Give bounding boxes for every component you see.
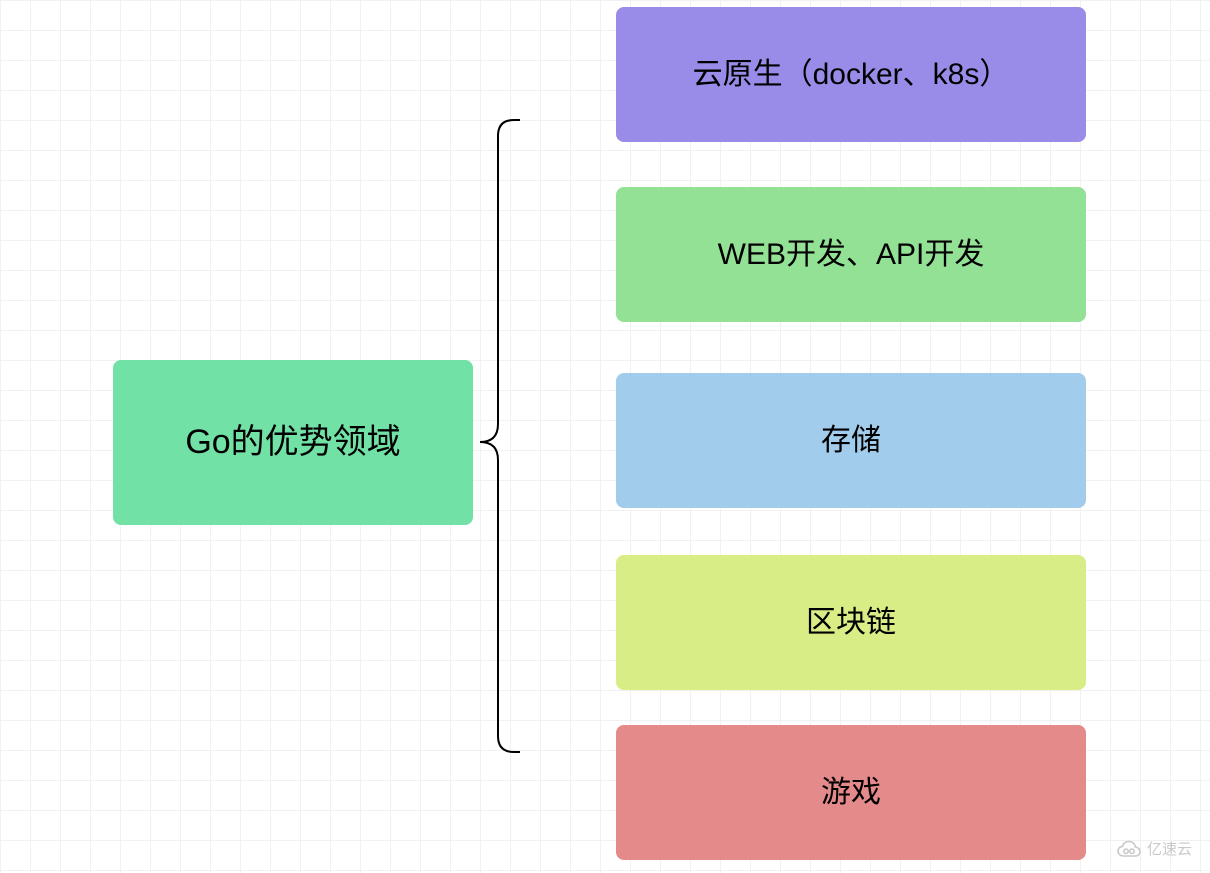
root-node: Go的优势领域 [113, 360, 473, 525]
watermark: 亿速云 [1117, 838, 1192, 859]
cloud-icon [1117, 840, 1141, 858]
child-node-cloud-native: 云原生（docker、k8s） [616, 7, 1086, 142]
child-label: WEB开发、API开发 [718, 235, 985, 274]
diagram-canvas: Go的优势领域 云原生（docker、k8s） WEB开发、API开发 存储 区… [0, 0, 1210, 873]
child-label: 游戏 [821, 773, 881, 812]
child-node-blockchain: 区块链 [616, 555, 1086, 690]
child-label: 存储 [821, 421, 881, 460]
child-node-storage: 存储 [616, 373, 1086, 508]
child-node-web-api: WEB开发、API开发 [616, 187, 1086, 322]
child-node-game: 游戏 [616, 725, 1086, 860]
watermark-text: 亿速云 [1147, 838, 1192, 859]
root-label: Go的优势领域 [185, 420, 400, 464]
child-label: 区块链 [806, 603, 896, 642]
child-label: 云原生（docker、k8s） [693, 55, 1010, 94]
